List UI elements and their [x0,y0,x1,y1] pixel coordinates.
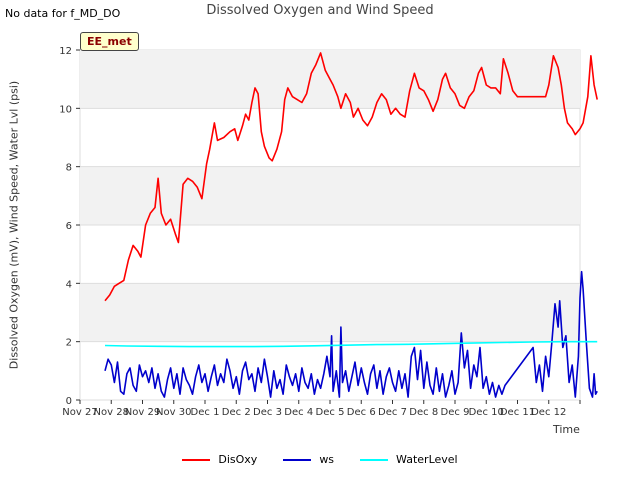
x-tick-label: Dec 4 [284,407,313,418]
legend-swatch-disoxy [182,458,211,461]
x-tick-label: Nov 27 [62,407,97,418]
chart-title: Dissolved Oxygen and Wind Speed [206,3,434,18]
grid-band [80,166,580,225]
y-tick-label: 12 [59,46,72,57]
x-tick-label: Dec 9 [441,407,470,418]
legend-swatch-ws [283,458,312,461]
grid-band [80,283,580,342]
x-tick-label: Dec 3 [253,407,282,418]
y-tick-label: 4 [66,279,72,290]
x-tick-label: Dec 7 [378,407,407,418]
x-axis-label: Time [553,423,580,436]
x-tick-label: Dec 5 [316,407,345,418]
legend-label-ws: ws [319,453,335,466]
x-tick-label: Nov 28 [94,407,129,418]
legend-label-waterlevel: WaterLevel [396,453,458,466]
no-data-message: No data for f_MD_DO [5,7,121,20]
series-line-disoxy [104,52,598,302]
series-line-waterlevel [104,340,598,348]
legend-swatch-waterlevel [360,458,389,461]
y-tick-label: 8 [66,163,72,174]
x-tick-label: Nov 30 [156,407,191,418]
y-axis-ticks: 0 2 4 6 8 10 12 [59,46,80,407]
y-tick-label: 10 [59,104,72,115]
x-tick-label: Dec 12 [531,407,566,418]
grid-bands [79,49,581,401]
x-tick-label: Dec 1 [191,407,220,418]
y-tick-label: 0 [66,396,72,407]
x-tick-label: Dec 8 [409,407,438,418]
legend-item-ws: ws [283,453,334,466]
y-tick-label: 2 [66,338,72,349]
y-axis-label: Dissolved Oxygen (mV), Wind Speed, Water… [7,80,21,370]
x-tick-label: Dec 6 [347,407,376,418]
x-tick-label: Dec 11 [500,407,535,418]
y-tick-label: 6 [66,221,72,232]
legend-item-waterlevel: WaterLevel [360,453,458,466]
series-line-ws [104,270,598,398]
x-tick-label: Dec 2 [222,407,251,418]
legend-item-disoxy: DisOxy [182,453,257,466]
legend: DisOxy ws WaterLevel [0,453,640,466]
series-lines [104,52,598,398]
x-tick-label: Nov 29 [125,407,160,418]
x-tick-label: Dec 10 [469,407,504,418]
station-badge: EE_met [80,32,139,51]
legend-label-disoxy: DisOxy [218,453,258,466]
